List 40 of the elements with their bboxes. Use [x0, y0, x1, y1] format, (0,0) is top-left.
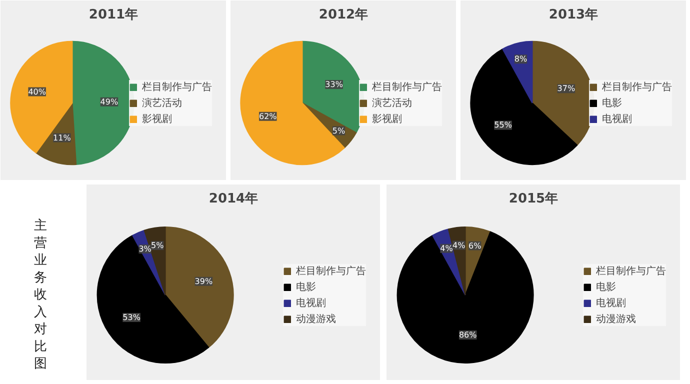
- legend-label: 栏目制作与广告: [602, 80, 672, 94]
- data-label: 4%: [452, 240, 466, 250]
- data-label: 86%: [458, 330, 478, 340]
- chart-title: 2011年: [88, 8, 138, 22]
- legend-label: 栏目制作与广告: [296, 264, 366, 278]
- legend-label: 动漫游戏: [596, 312, 636, 326]
- data-label: 8%: [514, 54, 528, 64]
- legend-label: 电影: [596, 280, 616, 294]
- data-label: 6%: [468, 241, 482, 250]
- data-label: 3%: [138, 244, 152, 254]
- data-label: 53%: [122, 313, 141, 322]
- legend-label: 栏目制作与广告: [372, 80, 442, 94]
- legend-label: 栏目制作与广告: [596, 264, 666, 278]
- legend-label: 影视剧: [372, 112, 402, 126]
- data-label: 11%: [53, 133, 72, 142]
- data-label: 49%: [100, 97, 118, 106]
- legend-label: 电视剧: [596, 296, 626, 310]
- legend-label: 演艺活动: [372, 96, 412, 110]
- chart-title: 2013年: [548, 8, 598, 22]
- data-label: 55%: [494, 120, 512, 130]
- legend-label: 电视剧: [602, 112, 632, 126]
- legend-label: 演艺活动: [142, 96, 182, 110]
- chart-title: 2015年: [508, 192, 558, 206]
- chart-title: 2014年: [208, 192, 258, 206]
- text: 主营业务收入对比图: [34, 218, 47, 372]
- chart-title: 2012年: [318, 8, 368, 22]
- data-label: 40%: [28, 87, 46, 96]
- data-label: 5%: [150, 241, 164, 250]
- legend-label: 影视剧: [142, 112, 172, 126]
- data-label: 5%: [332, 126, 346, 136]
- data-label: 62%: [259, 112, 278, 121]
- legend-label: 电影: [296, 280, 316, 294]
- data-label: 4%: [440, 244, 454, 253]
- legend-label: 栏目制作与广告: [142, 80, 212, 94]
- data-label: 33%: [325, 80, 344, 90]
- data-label: 39%: [194, 276, 213, 286]
- legend-label: 电视剧: [296, 296, 326, 310]
- legend-label: 动漫游戏: [296, 312, 336, 326]
- data-label: 37%: [557, 84, 576, 94]
- legend-label: 电影: [602, 96, 622, 110]
